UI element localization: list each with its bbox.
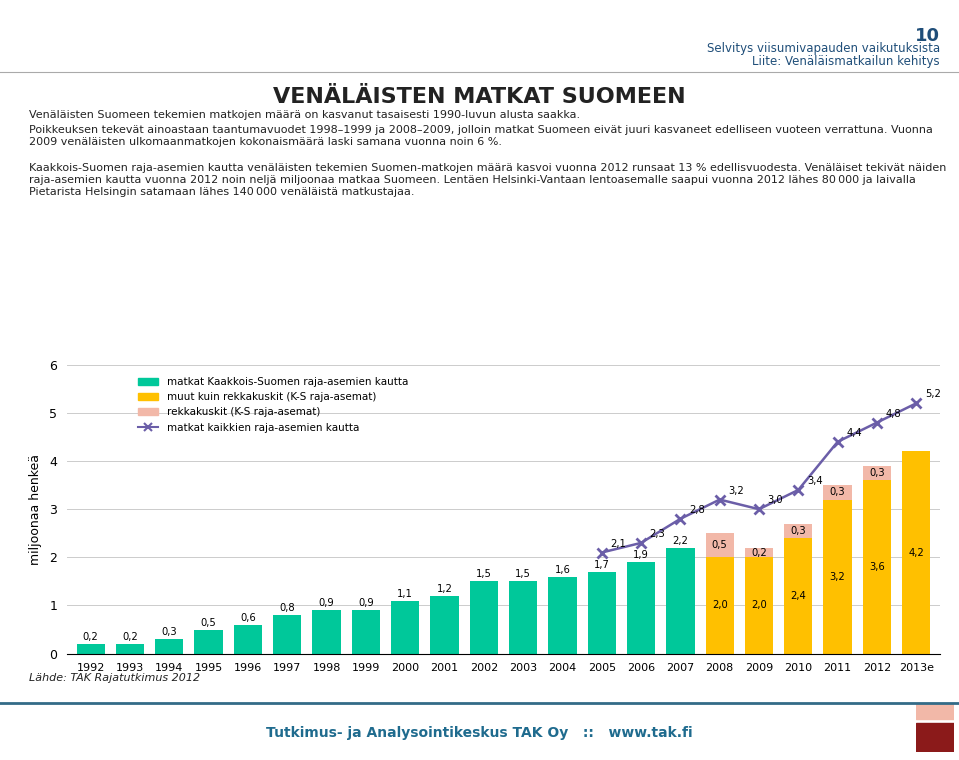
Text: 4,8: 4,8 [885,409,901,419]
Text: 10: 10 [915,27,940,45]
Text: 2,3: 2,3 [649,529,666,539]
Bar [627,562,655,654]
Text: 4,4: 4,4 [846,428,862,438]
Bar [784,538,812,654]
Text: 0,3: 0,3 [790,526,807,536]
Bar [431,596,458,654]
Bar [77,644,105,654]
Text: 0,9: 0,9 [318,598,335,608]
Bar [667,548,694,654]
Text: 1,5: 1,5 [476,569,492,579]
Text: 3,6: 3,6 [869,562,885,572]
Bar [902,451,930,654]
Text: Tutkimus- ja Analysointikeskus TAK Oy   ::   www.tak.fi: Tutkimus- ja Analysointikeskus TAK Oy ::… [267,726,692,739]
Text: 1,2: 1,2 [436,584,453,594]
Bar [706,557,734,654]
Text: 1,6: 1,6 [554,565,571,575]
Bar [509,581,537,654]
Text: Venäläisten Suomeen tekemien matkojen määrä on kasvanut tasaisesti 1990-luvun al: Venäläisten Suomeen tekemien matkojen mä… [29,110,580,120]
Bar [784,524,812,538]
Text: 2,0: 2,0 [751,600,767,610]
Bar [916,723,954,752]
Bar [391,600,419,654]
Text: Kaakkois-Suomen raja-asemien kautta venäläisten tekemien Suomen-matkojen määrä k: Kaakkois-Suomen raja-asemien kautta venä… [29,163,947,197]
Legend: matkat Kaakkois-Suomen raja-asemien kautta, muut kuin rekkakuskit (K-S raja-asem: matkat Kaakkois-Suomen raja-asemien kaut… [133,373,412,437]
Text: Poikkeuksen tekevät ainoastaan taantumavuodet 1998–1999 ja 2008–2009, jolloin ma: Poikkeuksen tekevät ainoastaan taantumav… [29,125,933,147]
Bar [352,610,380,654]
Bar [234,625,262,654]
Text: 0,6: 0,6 [240,613,256,622]
Text: 3,2: 3,2 [830,572,846,581]
Bar [745,548,773,557]
Bar [470,581,498,654]
Text: 1,1: 1,1 [397,589,413,599]
Text: 2,2: 2,2 [672,536,689,546]
Text: 5,2: 5,2 [924,389,941,400]
Bar [745,557,773,654]
Y-axis label: miljoonaa henkeä: miljoonaa henkeä [30,454,42,565]
Text: 4,2: 4,2 [908,547,924,558]
Text: 0,8: 0,8 [279,603,295,613]
Text: 1,7: 1,7 [594,560,610,570]
Text: 2,1: 2,1 [610,539,626,549]
Bar [549,577,576,654]
Bar [824,499,852,654]
Text: 2,0: 2,0 [712,600,728,610]
Text: Lähde: TAK Rajatutkimus 2012: Lähde: TAK Rajatutkimus 2012 [29,673,199,682]
Bar [155,639,183,654]
Text: 3,4: 3,4 [807,476,823,486]
Bar [273,615,301,654]
Bar [916,703,954,720]
Text: Liite: Venäläismatkailun kehitys: Liite: Venäläismatkailun kehitys [752,55,940,68]
Bar [824,485,852,499]
Text: 0,9: 0,9 [358,598,374,608]
Text: 3,2: 3,2 [728,486,744,496]
Text: Selvitys viisumivapauden vaikutuksista: Selvitys viisumivapauden vaikutuksista [707,42,940,55]
Text: 1,5: 1,5 [515,569,531,579]
Text: 0,3: 0,3 [830,487,846,497]
Text: 2,8: 2,8 [689,505,705,515]
Text: 2,4: 2,4 [790,591,807,601]
Bar [195,629,222,654]
Bar [116,644,144,654]
Bar [863,466,891,480]
Text: VENÄLÄISTEN MATKAT SUOMEEN: VENÄLÄISTEN MATKAT SUOMEEN [273,87,686,107]
Text: 0,3: 0,3 [161,627,177,637]
Text: 0,5: 0,5 [712,540,728,550]
Bar [313,610,340,654]
Bar [863,480,891,654]
Text: 3,0: 3,0 [767,496,784,505]
Bar [706,534,734,557]
Text: 0,2: 0,2 [751,547,767,558]
Text: 0,2: 0,2 [122,632,138,642]
Text: 0,5: 0,5 [200,618,217,628]
Bar [588,572,616,654]
Text: 0,2: 0,2 [82,632,99,642]
Text: 1,9: 1,9 [633,550,649,560]
Text: 0,3: 0,3 [869,468,885,478]
